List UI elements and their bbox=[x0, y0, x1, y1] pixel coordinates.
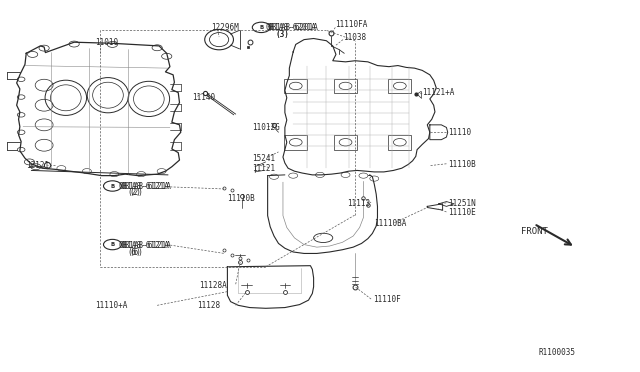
Text: 11110: 11110 bbox=[448, 128, 471, 137]
Text: 0B1A8-6201A: 0B1A8-6201A bbox=[266, 23, 317, 32]
Text: 11121: 11121 bbox=[252, 164, 275, 173]
Text: B: B bbox=[110, 183, 115, 189]
Text: B: B bbox=[259, 25, 264, 30]
Text: 11128: 11128 bbox=[197, 301, 221, 310]
Text: 11110+A: 11110+A bbox=[95, 301, 127, 310]
Text: R1100035: R1100035 bbox=[538, 347, 575, 356]
Text: 11110BA: 11110BA bbox=[374, 219, 406, 228]
Text: 0B1A8-6121A: 0B1A8-6121A bbox=[121, 182, 172, 190]
Bar bbox=[284, 78, 307, 93]
Text: 0B1A8-6121A: 0B1A8-6121A bbox=[121, 241, 172, 250]
Text: (2): (2) bbox=[130, 188, 143, 197]
Text: 0B1A8-6201A: 0B1A8-6201A bbox=[268, 23, 319, 32]
Text: (6): (6) bbox=[127, 248, 141, 257]
Text: 11038: 11038 bbox=[343, 33, 366, 42]
Bar bbox=[334, 78, 357, 93]
Text: 0B1A8-6121A: 0B1A8-6121A bbox=[119, 182, 170, 190]
Bar bbox=[388, 135, 412, 150]
Text: 11110B: 11110B bbox=[448, 160, 476, 169]
Bar bbox=[388, 78, 412, 93]
Text: 0B1A8-6121A: 0B1A8-6121A bbox=[119, 241, 170, 250]
Text: (3): (3) bbox=[275, 29, 289, 39]
Text: 11110E: 11110E bbox=[448, 208, 476, 217]
Text: 11140: 11140 bbox=[192, 93, 216, 102]
Text: 12296M: 12296M bbox=[211, 23, 239, 32]
Text: 11110FA: 11110FA bbox=[335, 20, 368, 29]
Text: 12121: 12121 bbox=[26, 161, 49, 170]
Text: 11128A: 11128A bbox=[198, 281, 227, 290]
Text: 11121+A: 11121+A bbox=[422, 88, 454, 97]
Text: FRONT: FRONT bbox=[521, 227, 548, 236]
Text: 11110F: 11110F bbox=[373, 295, 401, 304]
Bar bbox=[284, 135, 307, 150]
Text: 11010: 11010 bbox=[95, 38, 118, 47]
Text: B: B bbox=[110, 242, 115, 247]
Text: 15241: 15241 bbox=[252, 154, 275, 163]
Text: (6): (6) bbox=[130, 248, 143, 257]
Text: 11251N: 11251N bbox=[448, 199, 476, 208]
Text: 11012G: 11012G bbox=[252, 123, 280, 132]
Text: (2): (2) bbox=[127, 188, 141, 197]
Text: 11110B: 11110B bbox=[227, 195, 255, 203]
Text: 11113: 11113 bbox=[348, 199, 371, 208]
Text: (3): (3) bbox=[275, 29, 289, 39]
Bar bbox=[334, 135, 357, 150]
